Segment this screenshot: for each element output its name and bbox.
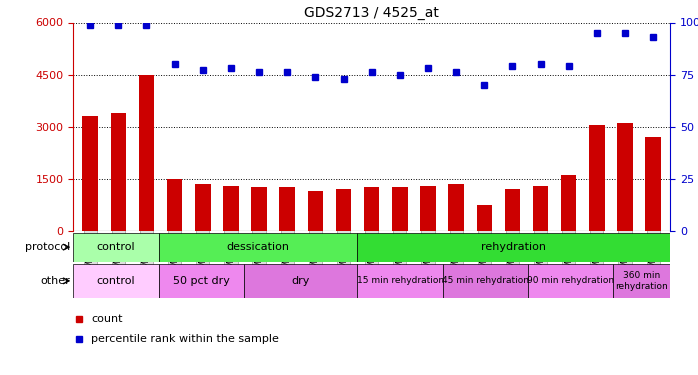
Bar — [617, 123, 633, 231]
Bar — [279, 187, 295, 231]
Bar — [477, 205, 492, 231]
Text: count: count — [91, 314, 123, 324]
Bar — [528, 264, 614, 298]
Bar — [73, 232, 158, 262]
Bar — [357, 264, 443, 298]
Bar — [158, 232, 357, 262]
Bar — [158, 264, 244, 298]
Bar — [73, 264, 158, 298]
Text: rehydration: rehydration — [482, 242, 547, 252]
Bar — [110, 112, 126, 231]
Text: protocol: protocol — [24, 242, 70, 252]
Title: GDS2713 / 4525_at: GDS2713 / 4525_at — [304, 6, 439, 20]
Bar — [392, 187, 408, 231]
Text: dessication: dessication — [227, 242, 290, 252]
Text: dry: dry — [292, 276, 310, 286]
Text: 360 min
rehydration: 360 min rehydration — [615, 271, 668, 291]
Bar — [223, 186, 239, 231]
Bar — [420, 186, 436, 231]
Bar — [448, 184, 464, 231]
Text: other: other — [40, 276, 70, 286]
Bar — [364, 187, 380, 231]
Bar — [443, 264, 528, 298]
Bar — [357, 232, 670, 262]
Bar — [614, 264, 670, 298]
Bar — [251, 187, 267, 231]
Bar — [308, 191, 323, 231]
Text: 45 min rehydration: 45 min rehydration — [442, 276, 529, 285]
Bar — [82, 116, 98, 231]
Text: 15 min rehydration: 15 min rehydration — [357, 276, 444, 285]
Bar — [589, 125, 604, 231]
Text: control: control — [96, 242, 135, 252]
Text: percentile rank within the sample: percentile rank within the sample — [91, 334, 279, 344]
Bar — [505, 189, 520, 231]
Bar — [533, 186, 549, 231]
Bar — [336, 189, 351, 231]
Bar — [646, 137, 661, 231]
Text: control: control — [96, 276, 135, 286]
Bar — [561, 175, 577, 231]
Text: 50 pct dry: 50 pct dry — [172, 276, 230, 286]
Bar — [139, 75, 154, 231]
Bar — [244, 264, 357, 298]
Bar — [167, 178, 182, 231]
Bar — [195, 184, 211, 231]
Text: 90 min rehydration: 90 min rehydration — [527, 276, 614, 285]
